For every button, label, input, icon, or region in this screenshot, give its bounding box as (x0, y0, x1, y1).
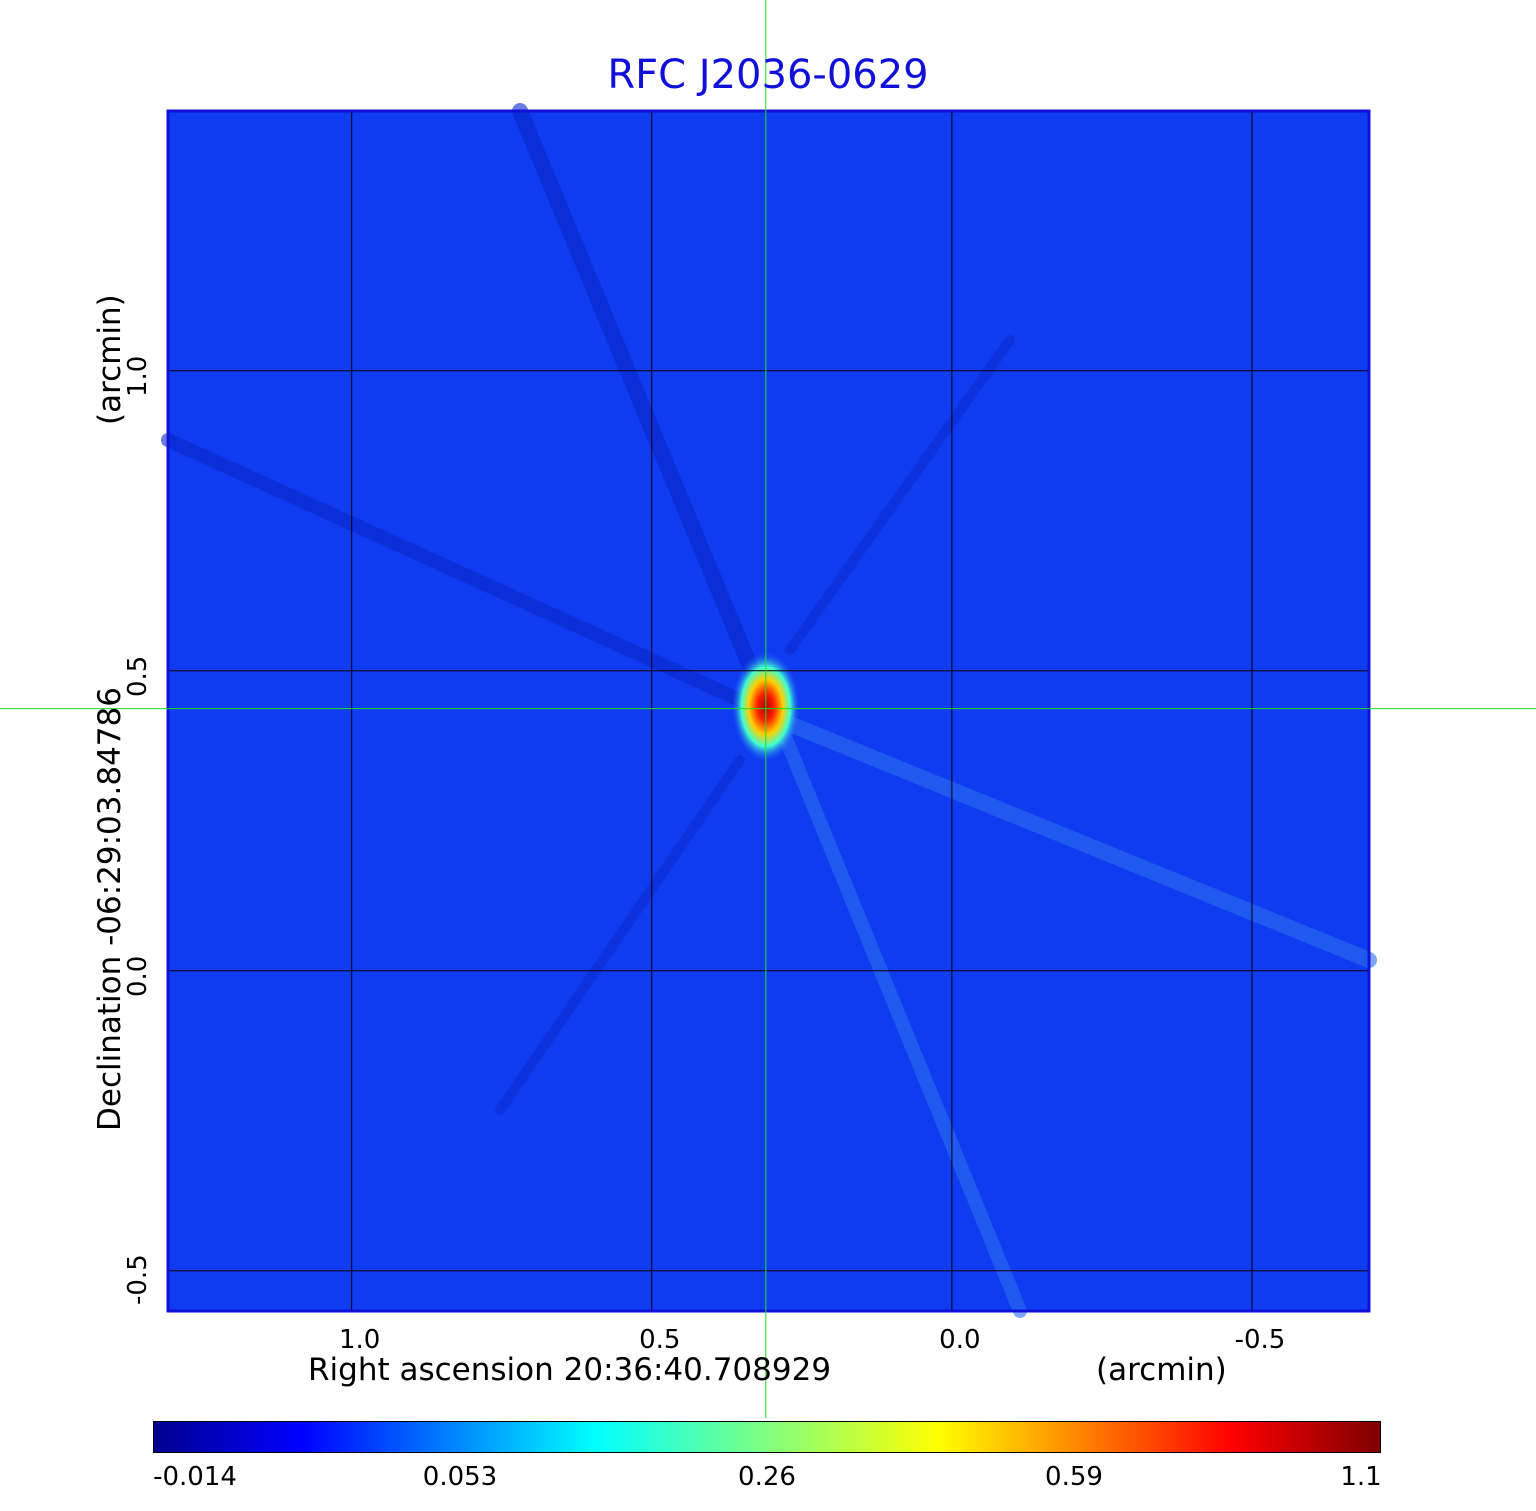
sidelobe-streak (161, 433, 747, 707)
x-tick-label: 0.0 (939, 1325, 981, 1355)
x-tick-label: -0.5 (1234, 1325, 1286, 1355)
y-axis-unit: (arcmin) (92, 294, 128, 425)
plot-frame (166, 109, 1371, 1313)
sidelobe-streak (772, 712, 1377, 968)
x-axis-label: Right ascension 20:36:40.708929 (308, 1352, 832, 1388)
x-tick-label: 1.0 (338, 1325, 381, 1355)
sidelobe-streak (763, 693, 1027, 1318)
colorbar-tick-label: 0.053 (422, 1462, 498, 1492)
x-tick-label: 0.5 (639, 1325, 681, 1355)
chart-title: RFC J2036-0629 (607, 52, 929, 98)
x-axis-unit: (arcmin) (1096, 1352, 1227, 1388)
colorbar-tick-label: 0.59 (1045, 1462, 1103, 1492)
grid-layer (168, 111, 1369, 1311)
sidelobe-streak (495, 755, 745, 1115)
image-layer (161, 103, 1377, 1318)
colorbar (153, 1421, 1381, 1453)
colorbar-tick-label: 0.26 (738, 1462, 796, 1492)
crosshair-layer (0, 0, 1536, 1418)
y-axis-label: Declination -06:29:03.84786 (92, 687, 128, 1131)
colorbar-tick-label: 1.1 (1340, 1462, 1382, 1492)
y-tick-label: -0.5 (123, 1254, 153, 1305)
sidelobe-streak (512, 103, 768, 698)
colorbar-tick-label: -0.014 (153, 1462, 237, 1492)
sidelobe-streak (785, 335, 1015, 655)
